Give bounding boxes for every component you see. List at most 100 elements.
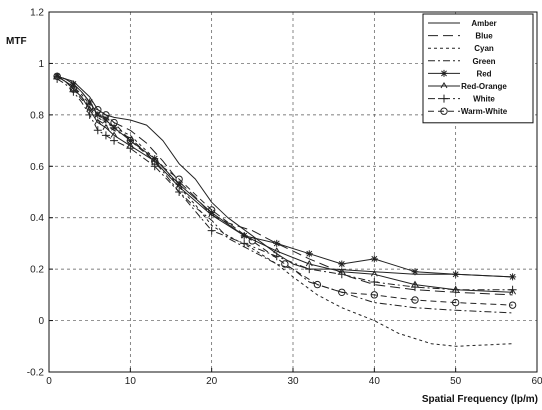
series-blue — [56, 75, 513, 296]
series-warm-white-marker — [207, 206, 216, 214]
series-warm-white — [53, 72, 517, 309]
series-white-marker — [411, 283, 419, 292]
legend-entry-white: White — [428, 95, 495, 104]
series-warm-white-marker — [338, 288, 346, 296]
series-warm-white-marker — [411, 296, 419, 304]
series-red-orange-marker — [240, 231, 248, 238]
series-red-orange-marker — [338, 267, 346, 274]
series-warm-white-line — [56, 75, 513, 306]
legend-box — [422, 13, 534, 124]
axis-ticks: 0 10 20 30 40 50 60-0.200.20.40.60.811.2 — [27, 8, 542, 388]
series-red-orange-marker — [102, 123, 110, 130]
legend-entry-blue-label: Blue — [475, 32, 493, 41]
series-warm-white-marker — [102, 111, 110, 119]
x-tick-label: 0 — [46, 376, 52, 387]
series-warm-white-marker — [94, 106, 102, 114]
series-amber — [56, 75, 513, 278]
series-white-marker — [370, 278, 379, 286]
series-blue-line — [56, 75, 513, 296]
legend-entry-cyan: Cyan — [428, 44, 494, 53]
series-red-orange-marker — [273, 247, 281, 254]
series-red-marker — [411, 268, 419, 276]
series-white-marker — [305, 265, 314, 274]
series-white — [53, 74, 517, 294]
x-axis-label: Spatial Frequency (lp/m) — [422, 394, 538, 405]
grid — [49, 12, 537, 372]
series-white-marker — [508, 285, 517, 294]
series-white-line — [56, 78, 513, 291]
series-warm-white-marker — [126, 136, 135, 145]
series-warm-white-marker — [151, 157, 159, 165]
y-tick-label: 0.6 — [30, 162, 44, 173]
y-tick-label: 1 — [38, 59, 44, 70]
series-white-marker — [53, 74, 62, 83]
series-warm-white-marker — [370, 291, 379, 299]
series-red-marker — [94, 111, 102, 119]
series-red-orange-marker — [175, 182, 183, 190]
x-tick-label: 20 — [206, 376, 218, 387]
legend-entry-red-orange: Red-Orange — [428, 82, 507, 91]
series-red-orange-marker — [370, 270, 378, 277]
series-white-marker — [101, 131, 110, 140]
series-white-marker — [451, 285, 460, 294]
y-tick-label: 1.2 — [30, 8, 44, 19]
series-warm-white-marker — [451, 298, 460, 307]
legend-entry-warm-white: Warm-White — [428, 107, 508, 116]
series-warm-white-marker — [508, 301, 517, 309]
legend-entry-amber: Amber — [428, 19, 497, 28]
series-warm-white-marker — [53, 72, 61, 80]
series-white-marker — [240, 239, 249, 248]
y-tick-label: -0.2 — [27, 368, 45, 379]
series-warm-white-marker — [313, 280, 322, 289]
series-warm-white-marker — [110, 118, 118, 127]
series-red-orange-marker — [110, 131, 118, 138]
legend-entry-blue: Blue — [428, 32, 493, 41]
series-warm-white-marker — [85, 103, 94, 111]
x-tick-label: 60 — [531, 376, 542, 387]
legend-entry-red-marker — [440, 69, 448, 77]
series-red-marker — [305, 250, 313, 258]
series-red-marker — [126, 137, 134, 145]
x-tick-label: 10 — [125, 376, 137, 387]
x-tick-label: 50 — [450, 376, 462, 387]
y-axis-label: MTF — [6, 36, 27, 47]
y-tick-label: 0.2 — [30, 265, 44, 276]
series-white-marker — [93, 126, 102, 135]
series-white-marker — [337, 270, 346, 279]
legend-entry-amber-label: Amber — [471, 19, 496, 28]
series-white-marker — [126, 144, 135, 153]
series-white-marker — [110, 136, 119, 145]
y-tick-label: 0 — [38, 316, 44, 327]
x-tick-label: 40 — [369, 376, 381, 387]
legend-entry-white-marker — [440, 94, 448, 103]
series-red-marker — [370, 255, 378, 263]
legend-entry-warm-white-label: Warm-White — [461, 107, 508, 116]
series-warm-white-marker — [175, 175, 183, 183]
y-tick-label: 0.4 — [30, 213, 44, 224]
series-white-marker — [85, 110, 94, 119]
series-red-marker — [102, 116, 110, 124]
series-warm-white-marker — [69, 85, 78, 93]
series-red-marker — [69, 80, 77, 88]
legend-entry-green: Green — [428, 57, 496, 66]
series-warm-white-marker — [281, 260, 289, 268]
series-green-line — [56, 75, 513, 314]
series-white-marker — [175, 188, 184, 196]
series-red-marker — [338, 260, 346, 268]
series-red-marker — [86, 98, 94, 106]
legend-entry-red: Red — [428, 69, 492, 78]
series-lines — [53, 72, 517, 347]
series-red-orange-marker — [305, 260, 313, 267]
series-green — [56, 75, 513, 314]
series-warm-white-marker — [248, 237, 257, 245]
legend-entry-green-label: Green — [472, 57, 495, 66]
legend-entry-red-label: Red — [476, 69, 491, 78]
legend-entry-red-orange-label: Red-Orange — [461, 82, 507, 91]
series-red-orange-marker — [411, 280, 419, 287]
series-white-marker — [150, 162, 159, 171]
series-red-line — [56, 75, 513, 278]
series-amber-line — [56, 75, 513, 278]
series-red-marker — [509, 273, 517, 281]
legend-entry-red-orange-marker — [440, 82, 448, 89]
